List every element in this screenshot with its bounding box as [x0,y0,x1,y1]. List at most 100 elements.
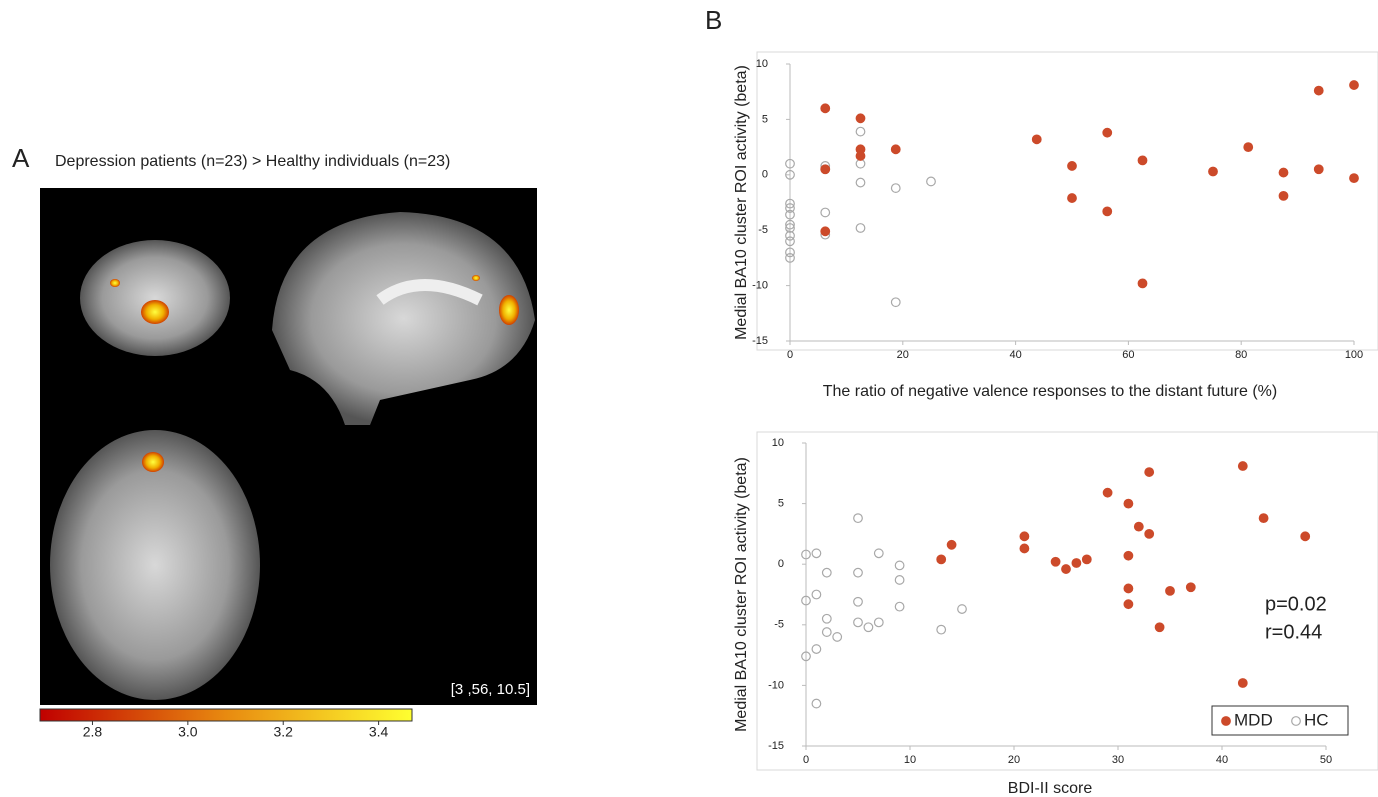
x-tick-label: 0 [803,754,809,766]
data-point [937,625,946,634]
data-point [1083,555,1092,564]
data-point [812,549,821,558]
data-point [1187,583,1196,592]
x-axis-label: BDI-II score [1008,780,1093,797]
data-point [1103,207,1112,216]
x-tick-label: 20 [1008,754,1020,766]
data-point [821,104,830,113]
y-tick-label: 10 [772,437,784,449]
colorbar-tick-label: 2.8 [83,724,103,740]
data-point [1244,143,1253,152]
data-point [1350,81,1359,90]
x-axis-label: The ratio of negative valence responses … [823,383,1277,400]
data-point [854,514,863,523]
colorbar-tick-label: 3.2 [273,724,293,740]
data-point [823,614,832,623]
y-tick-label: -15 [768,740,784,752]
data-point [1138,279,1147,288]
data-point [1279,192,1288,201]
x-tick-label: 20 [897,349,909,361]
data-point [1166,587,1175,596]
data-point [1314,86,1323,95]
x-tick-label: 40 [1216,754,1228,766]
data-point [1103,488,1112,497]
data-point [1138,156,1147,165]
x-tick-label: 60 [1122,349,1134,361]
y-tick-label: 10 [756,58,768,70]
data-point [1145,468,1154,477]
y-tick-label: 5 [762,113,768,125]
data-point [854,597,863,606]
data-point [1279,168,1288,177]
data-point [1350,174,1359,183]
data-point [1155,623,1164,632]
data-point [875,618,884,627]
panel-title: Depression patients (n=23) > Healthy ind… [55,153,450,170]
colorbar-tick-label: 3.0 [178,724,198,740]
data-point [895,576,904,585]
data-point [1051,557,1060,566]
annotation: r=0.44 [1265,621,1322,643]
data-point [821,165,830,174]
data-point [875,549,884,558]
data-point [812,699,821,708]
legend-label: HC [1304,710,1329,729]
y-tick-label: 0 [762,169,768,181]
legend-label: MDD [1234,710,1273,729]
data-point [854,618,863,627]
data-point [1259,514,1268,523]
colorbar [40,709,412,721]
figure: A Depression patients (n=23) > Healthy i… [0,0,1378,797]
data-point [1020,544,1029,553]
data-point [947,541,956,550]
data-point [1062,565,1071,574]
data-point [1145,530,1154,539]
data-point [1068,162,1077,171]
y-tick-label: 5 [778,498,784,510]
y-tick-label: 0 [778,558,784,570]
data-point [927,177,936,186]
data-point [895,561,904,570]
x-tick-label: 80 [1235,349,1247,361]
data-point [1209,167,1218,176]
data-point [821,227,830,236]
data-point [1124,499,1133,508]
y-tick-label: -15 [752,335,768,347]
data-point [856,127,865,136]
data-point [891,184,900,193]
data-point [1124,584,1133,593]
data-point [856,178,865,187]
data-point [1239,462,1248,471]
data-point [854,568,863,577]
coordinates: [3 ,56, 10.5] [451,681,530,698]
y-axis-label: Medial BA10 cluster ROI activity (beta) [733,65,750,340]
panel-label: A [12,143,30,173]
data-point [1068,194,1077,203]
data-point [1135,522,1144,531]
x-tick-label: 30 [1112,754,1124,766]
data-point [812,590,821,599]
data-point [895,602,904,611]
data-point [1314,165,1323,174]
data-point [864,623,873,632]
x-tick-label: 100 [1345,349,1363,361]
data-point [937,555,946,564]
x-tick-label: 50 [1320,754,1332,766]
data-point [1124,600,1133,609]
data-point [1301,532,1310,541]
data-point [856,114,865,123]
panel-label: B [705,5,722,35]
data-point [1072,559,1081,568]
legend-marker [1222,717,1231,726]
y-tick-label: -5 [758,224,768,236]
data-point [958,605,967,614]
y-tick-label: -10 [752,280,768,292]
data-point [1032,135,1041,144]
data-point [1239,679,1248,688]
data-point [1103,128,1112,137]
data-point [823,568,832,577]
annotation: p=0.02 [1265,593,1327,615]
data-point [891,298,900,307]
y-tick-label: -5 [774,619,784,631]
data-point [812,645,821,654]
